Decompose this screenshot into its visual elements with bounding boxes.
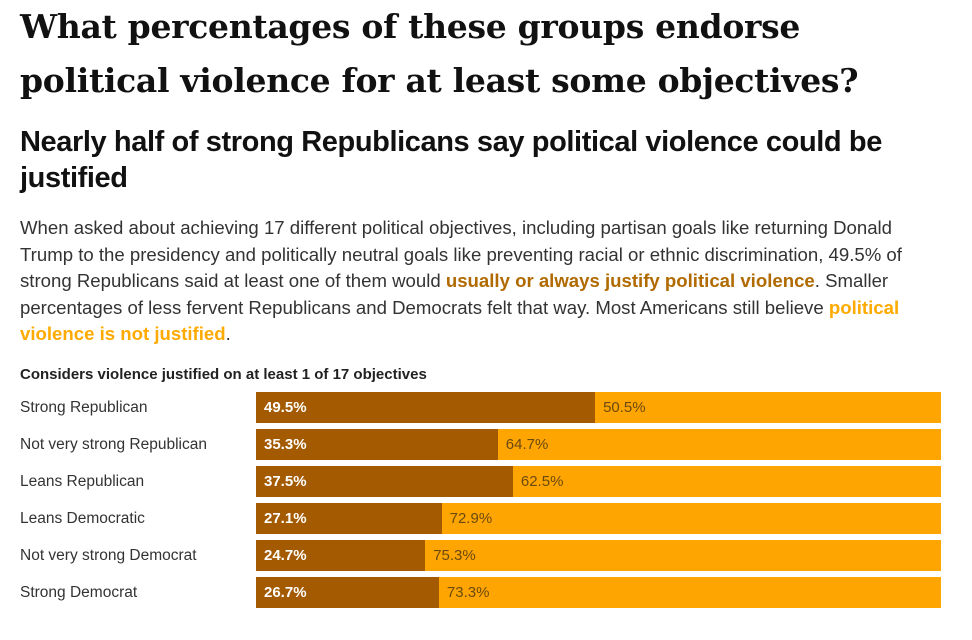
bar-justified (256, 429, 498, 460)
description-text-2: . Smaller percentages of less fervent Re… (20, 270, 889, 318)
value-label-justified: 24.7% (264, 547, 307, 564)
highlight-justified: usually or always justify political viol… (445, 270, 815, 291)
page-title: What percentages of these groups endorse… (20, 7, 859, 100)
value-label-justified: 26.7% (264, 584, 307, 601)
value-label-justified: 27.1% (264, 510, 307, 527)
highlight-not-justified: political violence is not justified (20, 296, 900, 345)
bar-justified (256, 466, 513, 497)
value-label-justified: 35.3% (264, 436, 307, 453)
bar-justified (256, 503, 442, 534)
value-label-justified: 49.5% (264, 399, 307, 416)
category-label: Not very strong Democrat (20, 547, 197, 564)
value-label-not-justified: 62.5% (520, 473, 564, 490)
bar-not-justified (425, 540, 941, 571)
description-text-3: . (225, 323, 231, 344)
value-label-justified: 37.5% (264, 473, 307, 490)
description: When asked about achieving 17 different … (20, 215, 920, 348)
chart-subtitle: Nearly half of strong Republicans say po… (20, 126, 882, 194)
value-label-not-justified: 50.5% (603, 399, 646, 416)
value-label-not-justified: 72.9% (449, 510, 493, 527)
bar-justified (256, 577, 439, 608)
bar-not-justified (595, 392, 941, 423)
chart-title: Considers violence justified on at least… (20, 366, 427, 383)
category-label: Strong Democrat (20, 584, 138, 601)
bar-justified (256, 540, 426, 571)
category-label: Strong Republican (20, 399, 148, 416)
value-label-not-justified: 64.7% (505, 436, 549, 453)
description-text-1: When asked about achieving 17 different … (20, 217, 902, 291)
category-label: Leans Democratic (20, 510, 145, 527)
bar-not-justified (441, 503, 941, 534)
category-label: Not very strong Republican (20, 436, 207, 453)
value-label-not-justified: 75.3% (433, 547, 476, 564)
bar-not-justified (438, 577, 941, 608)
category-label: Leans Republican (20, 473, 145, 490)
value-label-not-justified: 73.3% (446, 584, 490, 601)
bar-not-justified (497, 429, 941, 460)
bar-not-justified (512, 466, 941, 497)
bar-justified (256, 392, 596, 423)
